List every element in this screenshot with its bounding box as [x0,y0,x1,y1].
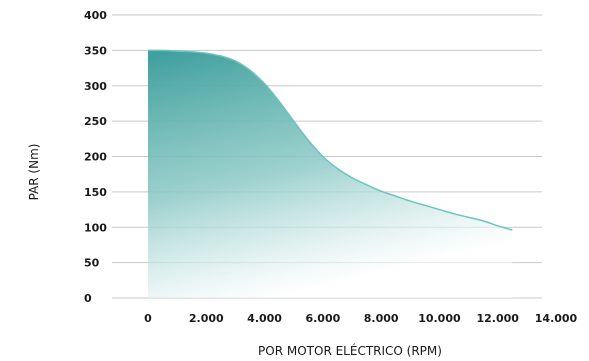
x-axis-title: POR MOTOR ELÉCTRICO (RPM) [258,343,442,358]
y-tick-label: 0 [84,292,92,305]
series-line [147,49,513,231]
y-tick-label: 350 [84,44,107,57]
x-tick-label: 10.000 [418,312,461,325]
y-axis-ticks: 0 50 100 150 200 250 300 350 400 [84,9,107,305]
x-tick-label: 6.000 [305,312,340,325]
x-tick-label: 8.000 [364,312,399,325]
x-tick-label: 12.000 [476,312,519,325]
y-tick-label: 300 [84,80,107,93]
x-tick-label: 2.000 [189,312,224,325]
y-tick-label: 50 [84,257,100,270]
x-tick-label: 4.000 [247,312,282,325]
area-fill [148,50,513,298]
x-tick-label: 0 [144,312,152,325]
x-tick-label: 14.000 [535,312,578,325]
y-axis-title: PAR (Nm) [27,144,41,201]
y-tick-label: 100 [84,221,107,234]
y-tick-label: 200 [84,151,107,164]
y-tick-label: 150 [84,186,107,199]
area-series [147,49,513,298]
y-tick-label: 400 [84,9,107,22]
y-tick-label: 250 [84,115,107,128]
x-axis-ticks: 0 2.000 4.000 6.000 8.000 10.000 12.000 14.000 [144,312,577,325]
